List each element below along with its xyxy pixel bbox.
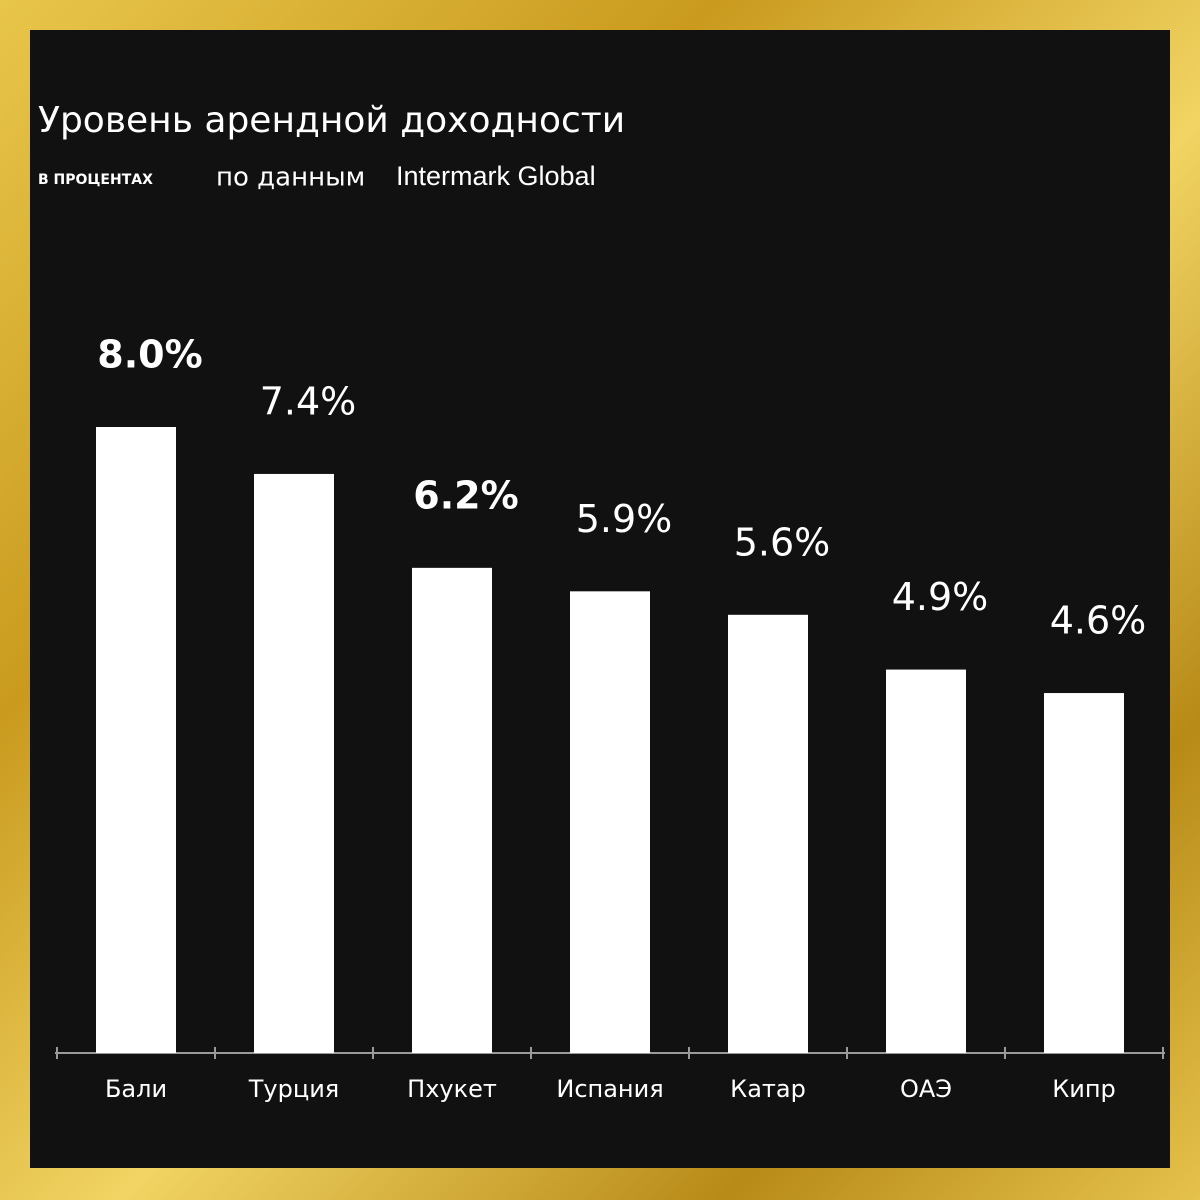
x-tick-label: Бали [105,1075,167,1103]
value-label: 4.6% [1050,599,1147,643]
bar [728,614,808,1053]
value-label: 5.9% [576,497,673,541]
x-tick-label: Катар [730,1075,806,1103]
chart-subtitle: В ПРОЦЕНТАХ [38,172,153,188]
x-tick-label: Пхукет [407,1075,497,1103]
value-label: 7.4% [260,379,357,423]
source-prefix: по данным [216,163,365,193]
x-tick-label: Кипр [1052,1075,1116,1103]
bar [570,591,650,1053]
chart-title: Уровень арендной доходности [38,100,625,141]
value-label: 6.2% [413,473,518,517]
value-label: 8.0% [97,333,202,377]
x-tick-label: ОАЭ [900,1075,952,1103]
x-tick-label: Испания [556,1075,663,1103]
bar [412,567,492,1053]
x-tick-label: Турция [248,1075,339,1103]
source-name: Intermark Global [396,161,596,191]
value-label: 5.6% [734,520,831,564]
value-label: 4.9% [892,575,989,619]
bar [96,427,176,1053]
bar [1044,693,1124,1053]
bar [254,473,334,1053]
bar [886,669,966,1053]
